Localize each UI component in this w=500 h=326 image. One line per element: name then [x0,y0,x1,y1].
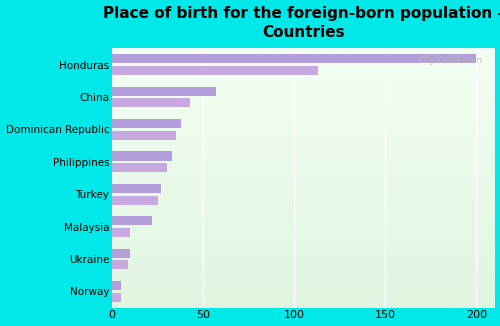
Bar [112,260,128,269]
Bar [112,228,130,237]
Bar [112,119,182,128]
Title: Place of birth for the foreign-born population -
Countries: Place of birth for the foreign-born popu… [103,6,500,40]
Bar [112,216,152,225]
Bar [112,152,172,161]
Bar [112,249,130,258]
Bar [112,131,176,140]
Text: City-Data.com: City-Data.com [419,56,483,65]
Bar [112,87,216,96]
Bar [112,98,190,108]
Bar [112,281,121,290]
Bar [112,54,476,63]
Bar [112,163,166,172]
Bar [112,196,158,205]
Bar [112,66,318,75]
Bar [112,293,121,302]
Bar [112,184,161,193]
